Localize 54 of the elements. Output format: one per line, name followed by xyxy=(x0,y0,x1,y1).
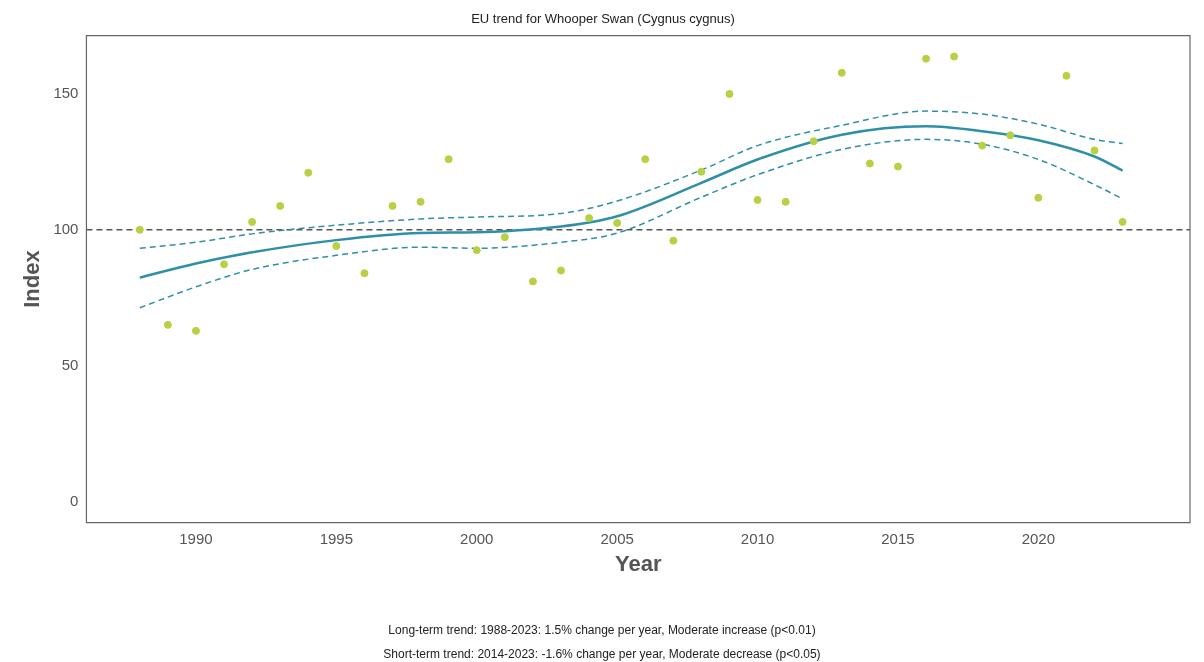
point xyxy=(893,162,902,171)
x-tick-label: 1995 xyxy=(319,529,354,547)
point xyxy=(556,266,565,275)
point xyxy=(725,90,734,98)
point xyxy=(641,155,650,164)
point xyxy=(922,54,931,63)
point xyxy=(978,141,987,150)
y-tick-label: 50 xyxy=(61,355,79,373)
x-tick-label: 2005 xyxy=(600,529,634,547)
y-tick-label: 100 xyxy=(53,219,79,237)
point xyxy=(809,137,818,146)
point xyxy=(781,197,790,206)
point xyxy=(472,246,481,255)
point xyxy=(528,277,537,286)
x-tick-label: 1990 xyxy=(179,529,213,547)
point xyxy=(191,326,200,335)
y-tick-label: 150 xyxy=(53,84,79,102)
point xyxy=(500,233,509,242)
chart-title: EU trend for Whooper Swan (Cygnus cygnus) xyxy=(471,11,735,27)
point xyxy=(950,52,959,61)
point xyxy=(444,155,453,164)
point xyxy=(388,201,397,210)
point xyxy=(1034,193,1043,202)
point xyxy=(248,217,257,226)
point xyxy=(1118,217,1127,226)
x-tick-label: 2010 xyxy=(740,529,775,547)
x-tick-label: 2020 xyxy=(1021,529,1056,547)
point xyxy=(332,242,341,251)
point xyxy=(613,219,622,228)
x-tick-label: 2015 xyxy=(881,529,915,547)
point xyxy=(276,201,285,210)
point xyxy=(360,269,369,278)
point xyxy=(697,167,706,176)
point xyxy=(220,260,229,269)
y-axis-title: Index xyxy=(19,249,45,308)
point xyxy=(837,68,846,77)
text: Short-term trend: 2014-2023: -1.6% change per year, Moderate decrease (p<0.05) xyxy=(382,646,822,662)
point xyxy=(1006,131,1015,140)
point xyxy=(865,159,874,168)
point xyxy=(669,236,678,245)
point xyxy=(1062,71,1071,80)
text: Long-term trend: 1988-2023: 1.5% change per year, Moderate increase (p<0.01) xyxy=(387,622,817,639)
point xyxy=(585,214,594,223)
point xyxy=(753,195,762,204)
point xyxy=(135,225,144,234)
point xyxy=(416,197,425,206)
x-axis-title: Year xyxy=(614,550,662,576)
point xyxy=(163,320,172,329)
point xyxy=(304,168,313,177)
x-tick-label: 2000 xyxy=(460,529,494,547)
point xyxy=(1090,146,1099,155)
line-series xyxy=(139,110,1124,250)
line-series xyxy=(138,125,1124,279)
y-tick-label: 0 xyxy=(70,491,79,509)
